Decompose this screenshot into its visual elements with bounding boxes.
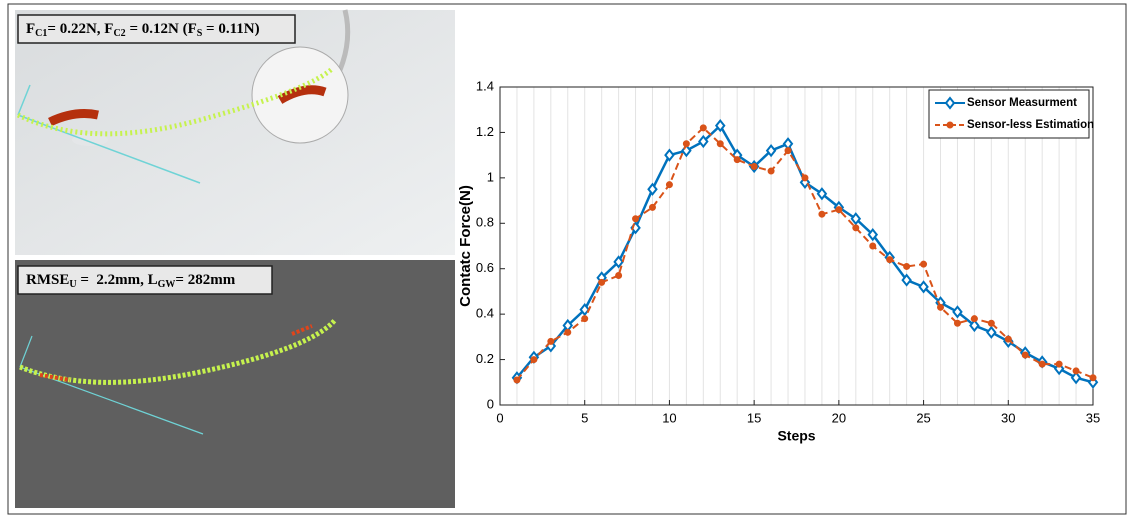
data-point: [867, 228, 879, 242]
data-point: [784, 147, 792, 155]
label-subscript: C1: [35, 28, 47, 39]
data-point: [886, 256, 894, 264]
data-point: [986, 325, 997, 339]
x-tick-label: 15: [747, 410, 761, 425]
data-point: [970, 315, 978, 323]
x-axis-label: Steps: [777, 428, 815, 444]
label-text: = 0.22N, F: [47, 21, 113, 37]
data-point: [750, 163, 758, 170]
data-point: [1038, 360, 1046, 368]
data-point: [903, 262, 911, 270]
y-tick-label: 1: [487, 169, 494, 184]
data-point: [665, 181, 673, 189]
photo-panel: FC1= 0.22N, FC2 = 0.12N (FS = 0.11N): [15, 9, 455, 255]
data-point: [698, 134, 709, 149]
plot-frame: [499, 86, 1094, 406]
y-tick-label: 0: [487, 396, 494, 411]
data-point: [716, 140, 724, 148]
label-text: = 0.11N): [202, 21, 259, 37]
legend-marker: [944, 96, 956, 110]
legend-marker: [946, 121, 954, 129]
label-text: = 0.12N (F: [126, 21, 197, 37]
data-point: [1004, 335, 1012, 343]
data-point: [615, 272, 623, 280]
x-tick-label: 5: [581, 410, 588, 425]
data-point: [613, 255, 624, 269]
data-point: [699, 124, 707, 132]
label-subscript: GW: [158, 279, 176, 290]
data-point: [648, 203, 656, 211]
data-point: [513, 376, 521, 384]
label-subscript: S: [197, 28, 203, 39]
chart: 0 0.2 0.4 0.6 0.8 1 1.2 1.4 0 5 10 15 20 25 30 35 Steps C…: [457, 78, 1100, 443]
x-tick-label: 10: [662, 410, 676, 425]
label-text: = 282mm: [175, 272, 235, 288]
label-text: = 2.2mm, L: [77, 272, 158, 288]
data-point: [869, 242, 877, 250]
data-point: [937, 303, 945, 311]
data-point: [664, 148, 675, 162]
data-point: [835, 206, 843, 214]
y-axis-label: Contatc Force(N): [457, 185, 474, 307]
y-tick-label: 1.2: [476, 124, 494, 139]
data-point: [852, 224, 860, 232]
y-tick-label: 0.2: [476, 351, 494, 366]
label-subscript: C2: [113, 28, 125, 39]
data-point: [1072, 367, 1080, 375]
plot-area: [500, 87, 1093, 405]
data-point: [953, 319, 961, 327]
data-point: [801, 174, 809, 182]
legend-label: Sensor Measurment: [967, 97, 1077, 109]
render-panel: RMSEU = 2.2mm, LGW= 282mm: [15, 260, 455, 508]
data-point: [647, 182, 658, 196]
data-point: [547, 337, 555, 345]
data-point: [952, 305, 963, 319]
data-point: [682, 140, 690, 148]
data-point: [530, 356, 538, 364]
label-subscript: U: [69, 279, 76, 290]
data-point: [767, 167, 775, 175]
data-point: [969, 318, 980, 333]
y-tick-label: 0.6: [476, 260, 494, 275]
data-point: [632, 215, 640, 223]
data-point: [901, 273, 912, 287]
render-label: RMSEU = 2.2mm, LGW= 282mm: [26, 272, 236, 290]
data-point: [918, 280, 929, 294]
x-tick-label: 20: [832, 410, 846, 425]
legend-box: [928, 89, 1090, 139]
data-point: [1055, 360, 1063, 368]
data-point: [564, 328, 572, 336]
data-point: [1021, 351, 1029, 359]
x-tick-label: 0: [496, 410, 503, 425]
legend-label: Sensor-less Estimation: [967, 119, 1094, 131]
data-point: [733, 156, 741, 164]
y-tick-label: 1.4: [476, 78, 494, 93]
data-point: [1089, 374, 1097, 382]
data-point: [818, 210, 826, 218]
data-point: [765, 143, 777, 158]
x-tick-label: 25: [916, 410, 930, 425]
data-point: [714, 119, 726, 133]
data-point: [1070, 371, 1082, 385]
data-point: [920, 260, 928, 268]
y-tick-label: 0.4: [476, 306, 494, 321]
label-text: RMSE: [26, 272, 69, 288]
x-tick-label: 35: [1086, 410, 1100, 425]
data-point: [987, 319, 995, 327]
data-point: [581, 315, 589, 323]
label-text: F: [26, 21, 35, 37]
data-point: [850, 212, 862, 226]
x-tick-label: 30: [1001, 410, 1015, 425]
photo-label: FC1= 0.22N, FC2 = 0.12N (FS = 0.11N): [26, 21, 260, 39]
data-point: [816, 187, 828, 201]
y-tick-label: 0.8: [476, 215, 494, 230]
data-point: [598, 278, 606, 286]
